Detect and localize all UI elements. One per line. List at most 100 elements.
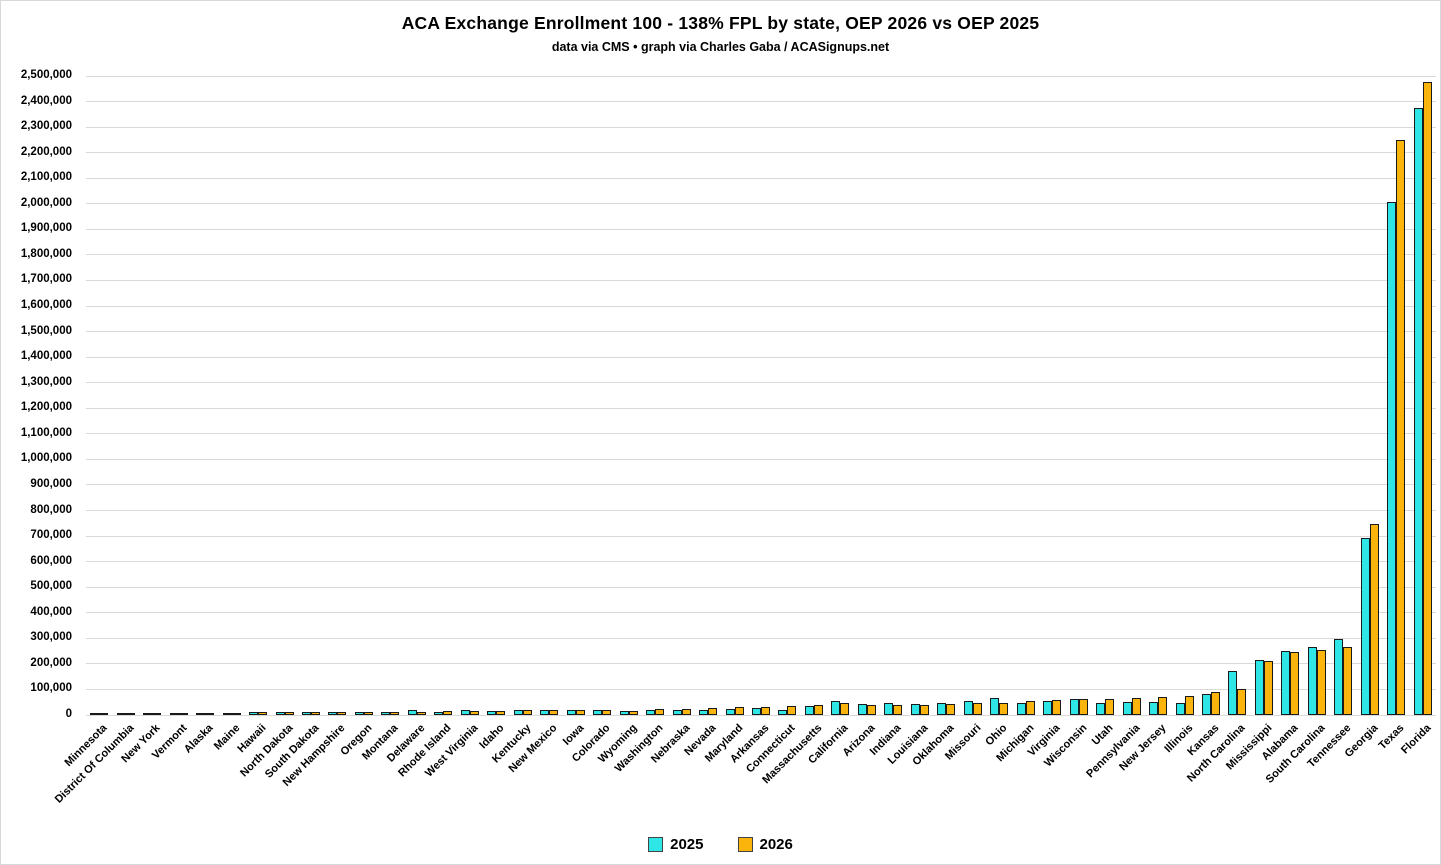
gridline xyxy=(86,101,1436,103)
bar-2025-nevada xyxy=(699,709,709,715)
bar-2025-south-dakota xyxy=(302,712,311,715)
y-axis-tick-label: 2,300,000 xyxy=(20,120,72,133)
bar-2026-north-dakota xyxy=(284,712,294,715)
bar-2025-south-carolina xyxy=(1307,647,1317,715)
bar-2025-north-carolina xyxy=(1228,671,1238,715)
bar-2026-colorado xyxy=(602,709,612,715)
bar-2025-utah xyxy=(1096,703,1106,715)
bar-2025-nebraska xyxy=(672,709,682,715)
bar-2026-wyoming xyxy=(628,710,638,715)
bar-2026-oregon xyxy=(363,711,373,715)
chart-title: ACA Exchange Enrollment 100 - 138% FPL b… xyxy=(401,13,1040,33)
bar-2026-pennsylvania xyxy=(1131,698,1141,715)
bar-2026-missouri xyxy=(972,703,982,715)
gridline xyxy=(86,433,1436,435)
bar-2026-mississippi xyxy=(1263,661,1273,715)
bar-2026-louisiana xyxy=(919,704,929,715)
legend: 2025 2026 xyxy=(1,836,1440,853)
gridline xyxy=(86,177,1436,179)
y-axis-tick-label: 200,000 xyxy=(30,656,72,669)
gridline xyxy=(86,228,1436,230)
y-axis-tick-label: 1,800,000 xyxy=(20,247,72,260)
bar-2026-wisconsin xyxy=(1078,699,1088,715)
bar-2025-oregon xyxy=(354,711,364,715)
bar-2026-district-of-columbia xyxy=(125,712,135,715)
bar-2025-colorado xyxy=(593,710,603,715)
gridline xyxy=(86,75,1436,77)
bar-2025-rhode-island xyxy=(434,711,444,715)
y-axis-tick-label: 2,100,000 xyxy=(20,171,72,184)
bar-2025-illinois xyxy=(1175,703,1185,715)
gridline xyxy=(86,382,1436,384)
bar-2026-florida xyxy=(1422,82,1432,715)
bar-2026-maine xyxy=(231,712,241,715)
bar-2025-pennsylvania xyxy=(1122,702,1132,715)
chart-subtitle: data via CMS • graph via Charles Gaba / … xyxy=(551,40,890,54)
bar-2025-indiana xyxy=(884,702,894,715)
bar-2026-new-york xyxy=(152,712,162,715)
y-axis-tick-label: 300,000 xyxy=(30,631,72,644)
y-axis-tick-label: 400,000 xyxy=(30,605,72,618)
y-axis-tick-label: 1,600,000 xyxy=(20,299,72,312)
bar-2025-tennessee xyxy=(1334,639,1344,715)
bar-2026-illinois xyxy=(1184,696,1194,715)
bar-2026-georgia xyxy=(1369,523,1379,715)
y-axis-tick-label: 1,900,000 xyxy=(20,222,72,235)
bar-2026-delaware xyxy=(416,711,426,715)
bar-2026-virginia xyxy=(1052,700,1062,715)
gridline xyxy=(86,484,1436,486)
bar-2025-north-dakota xyxy=(275,712,285,715)
bar-2025-new-jersey xyxy=(1149,701,1159,715)
bar-2026-oklahoma xyxy=(946,704,956,715)
bar-2026-new-jersey xyxy=(1158,697,1168,715)
bar-2026-hawaii xyxy=(258,712,268,715)
bar-2025-maryland xyxy=(725,708,735,715)
bar-2026-california xyxy=(840,703,850,715)
bar-2025-arizona xyxy=(857,704,867,715)
bar-2026-tennessee xyxy=(1343,647,1353,715)
bar-2026-nebraska xyxy=(681,708,691,715)
bar-2025-ohio xyxy=(990,698,1000,715)
bar-2026-utah xyxy=(1105,699,1115,715)
bar-2025-wisconsin xyxy=(1069,698,1079,715)
gridline xyxy=(86,254,1436,256)
bar-2025-west-virginia xyxy=(460,709,470,715)
bar-2025-maine xyxy=(222,712,232,715)
legend-item-2026: 2026 xyxy=(737,836,793,853)
bar-2026-arkansas xyxy=(761,706,770,715)
y-axis-tick-label: 1,100,000 xyxy=(20,426,72,439)
bar-2026-alabama xyxy=(1290,652,1300,715)
bar-2026-connecticut xyxy=(787,706,797,715)
y-axis-tick-label: 2,000,000 xyxy=(20,196,72,209)
bar-2026-texas xyxy=(1396,140,1406,715)
y-axis-tick-label: 1,300,000 xyxy=(20,375,72,388)
bar-2025-mississippi xyxy=(1254,660,1264,715)
gridline xyxy=(86,152,1436,154)
legend-swatch-2025 xyxy=(648,837,664,852)
bar-2025-missouri xyxy=(963,700,973,715)
bar-2026-arizona xyxy=(866,705,876,715)
y-axis-tick-label: 1,200,000 xyxy=(20,401,72,414)
bar-2025-louisiana xyxy=(910,703,920,715)
bar-2026-nevada xyxy=(708,707,718,715)
legend-swatch-2026 xyxy=(737,837,753,852)
bar-2025-delaware xyxy=(407,710,417,715)
plot-area: 0 100,000 200,000 300,000 400,000 500,000 600,… xyxy=(21,69,1436,806)
bar-2025-new-mexico xyxy=(540,709,550,715)
gridline xyxy=(86,305,1436,307)
gridline xyxy=(86,535,1436,537)
bar-2026-kansas xyxy=(1211,692,1220,715)
bar-2025-new-york xyxy=(143,712,153,715)
y-axis-tick-label: 700,000 xyxy=(30,529,72,542)
y-axis-tick-label: 800,000 xyxy=(30,503,72,516)
bar-2026-indiana xyxy=(893,704,903,715)
bar-2026-minnesota xyxy=(99,712,109,715)
gridline xyxy=(86,586,1436,588)
bar-2025-vermont xyxy=(169,712,179,715)
bar-2025-georgia xyxy=(1360,538,1370,715)
gridline xyxy=(86,407,1436,409)
bar-2026-ohio xyxy=(999,702,1009,715)
bar-2026-massachusetts xyxy=(813,704,823,715)
bar-2026-alaska xyxy=(205,712,215,715)
bar-2026-montana xyxy=(390,711,400,715)
